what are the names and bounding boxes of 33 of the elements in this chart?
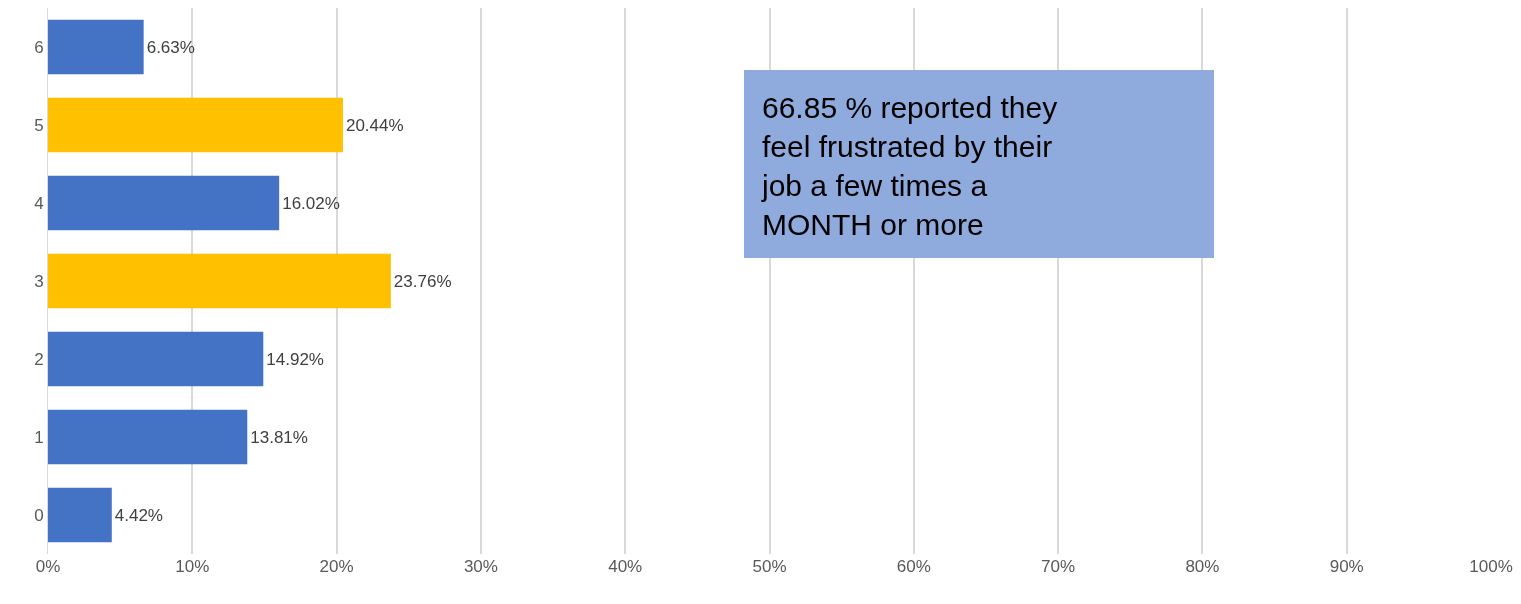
y-tick-label: 0	[34, 505, 44, 525]
data-label: 13.81%	[250, 427, 308, 447]
bar	[48, 331, 264, 387]
x-tick-label: 70%	[1041, 557, 1076, 576]
x-tick-label: 0%	[35, 557, 61, 576]
x-tick-label: 30%	[463, 557, 498, 576]
callout-box: 66.85 % reported they feel frustrated by their job a few times a MONTH or more	[744, 70, 1214, 258]
x-tick-label: 60%	[896, 557, 931, 576]
bar	[48, 175, 280, 231]
x-tick-label: 40%	[608, 557, 643, 576]
y-tick-label: 5	[34, 115, 44, 135]
data-label: 4.42%	[114, 505, 163, 525]
bar	[48, 487, 112, 543]
data-label: 14.92%	[266, 349, 324, 369]
data-label: 16.02%	[282, 193, 340, 213]
bar	[48, 97, 343, 153]
x-tick-label: 90%	[1329, 557, 1364, 576]
bar	[48, 253, 391, 309]
data-label: 6.63%	[146, 37, 195, 57]
x-tick-label: 80%	[1185, 557, 1220, 576]
data-label: 20.44%	[345, 115, 404, 135]
data-label: 23.76%	[393, 271, 452, 291]
bar	[48, 409, 248, 465]
bar	[48, 19, 144, 75]
y-tick-label: 6	[34, 37, 44, 57]
x-tick-label: 20%	[319, 557, 354, 576]
x-tick-label: 10%	[175, 557, 210, 576]
y-tick-label: 1	[34, 427, 44, 447]
y-tick-label: 4	[34, 193, 44, 213]
y-tick-label: 3	[34, 271, 44, 291]
x-tick-label: 100%	[1469, 557, 1513, 576]
y-tick-label: 2	[34, 349, 44, 369]
x-tick-label: 50%	[752, 557, 787, 576]
